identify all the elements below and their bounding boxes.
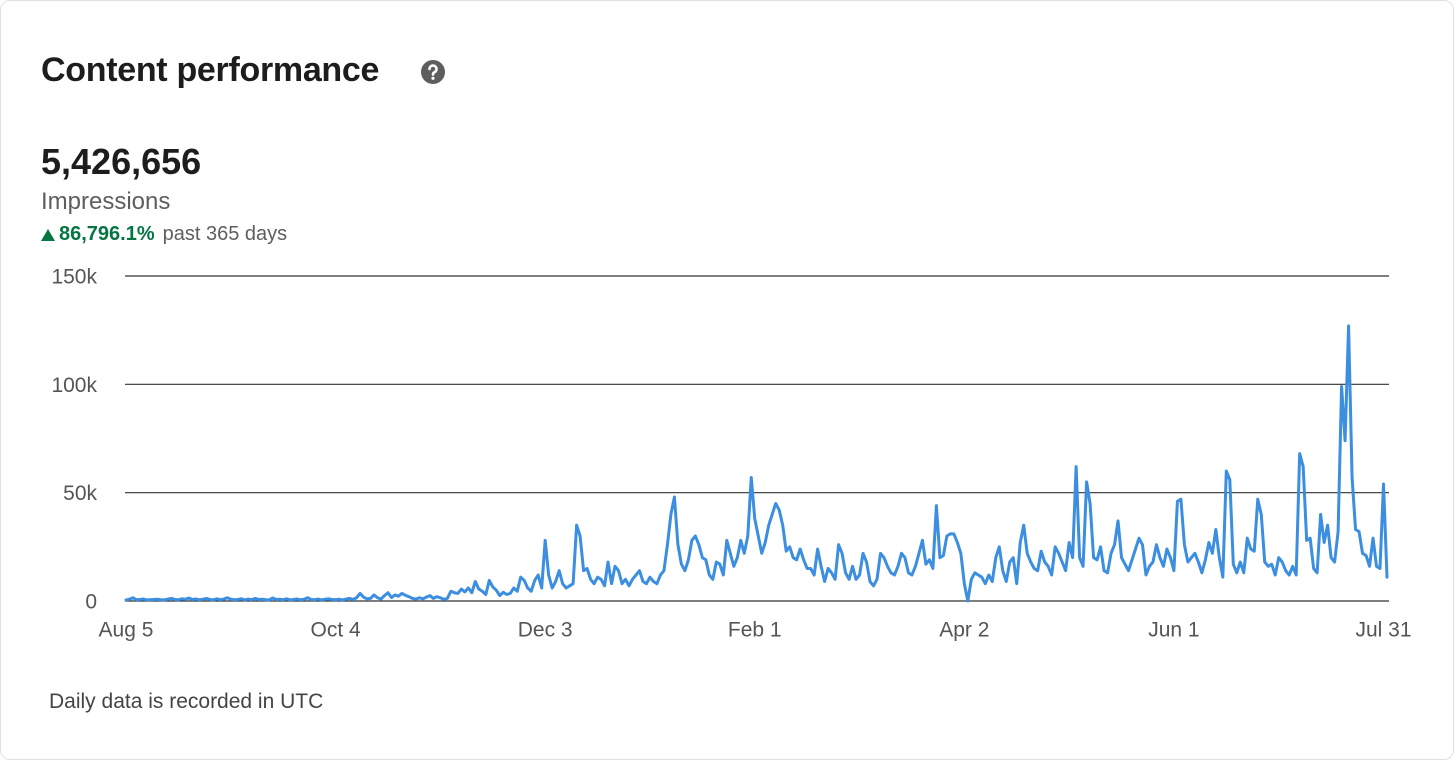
y-tick-label: 50k [63, 482, 97, 505]
change-period: past 365 days [162, 223, 288, 245]
up-arrow [41, 228, 55, 241]
chart: 0 50k 100k 150k Aug 5 Oct 4 Dec 3 Feb 1 Apr 2 Jun… [51, 266, 1411, 642]
footer-note: Daily data is recorded in UTC [49, 690, 324, 713]
x-tick-label: Feb 1 [728, 619, 782, 642]
metric-label: Impressions [41, 188, 171, 215]
y-tick-label: 0 [85, 591, 97, 614]
change-value: 86,796.1% [59, 223, 155, 245]
help-icon[interactable] [420, 59, 446, 85]
x-tick-label: Jul 31 [1355, 619, 1411, 642]
x-tick-label: Apr 2 [939, 619, 989, 642]
y-tick-label: 100k [51, 374, 97, 397]
x-tick-label: Jun 1 [1148, 619, 1199, 642]
impressions-line [124, 324, 1389, 603]
change-row: 86,796.1% past 365 days [41, 223, 287, 246]
y-tick-label: 150k [51, 266, 97, 289]
total-value: 5,426,656 [41, 141, 202, 182]
x-tick-label: Dec 3 [518, 619, 573, 642]
x-tick-label: Oct 4 [310, 619, 361, 642]
x-tick-label: Aug 5 [99, 619, 154, 642]
card-title: Content performance [41, 51, 380, 89]
